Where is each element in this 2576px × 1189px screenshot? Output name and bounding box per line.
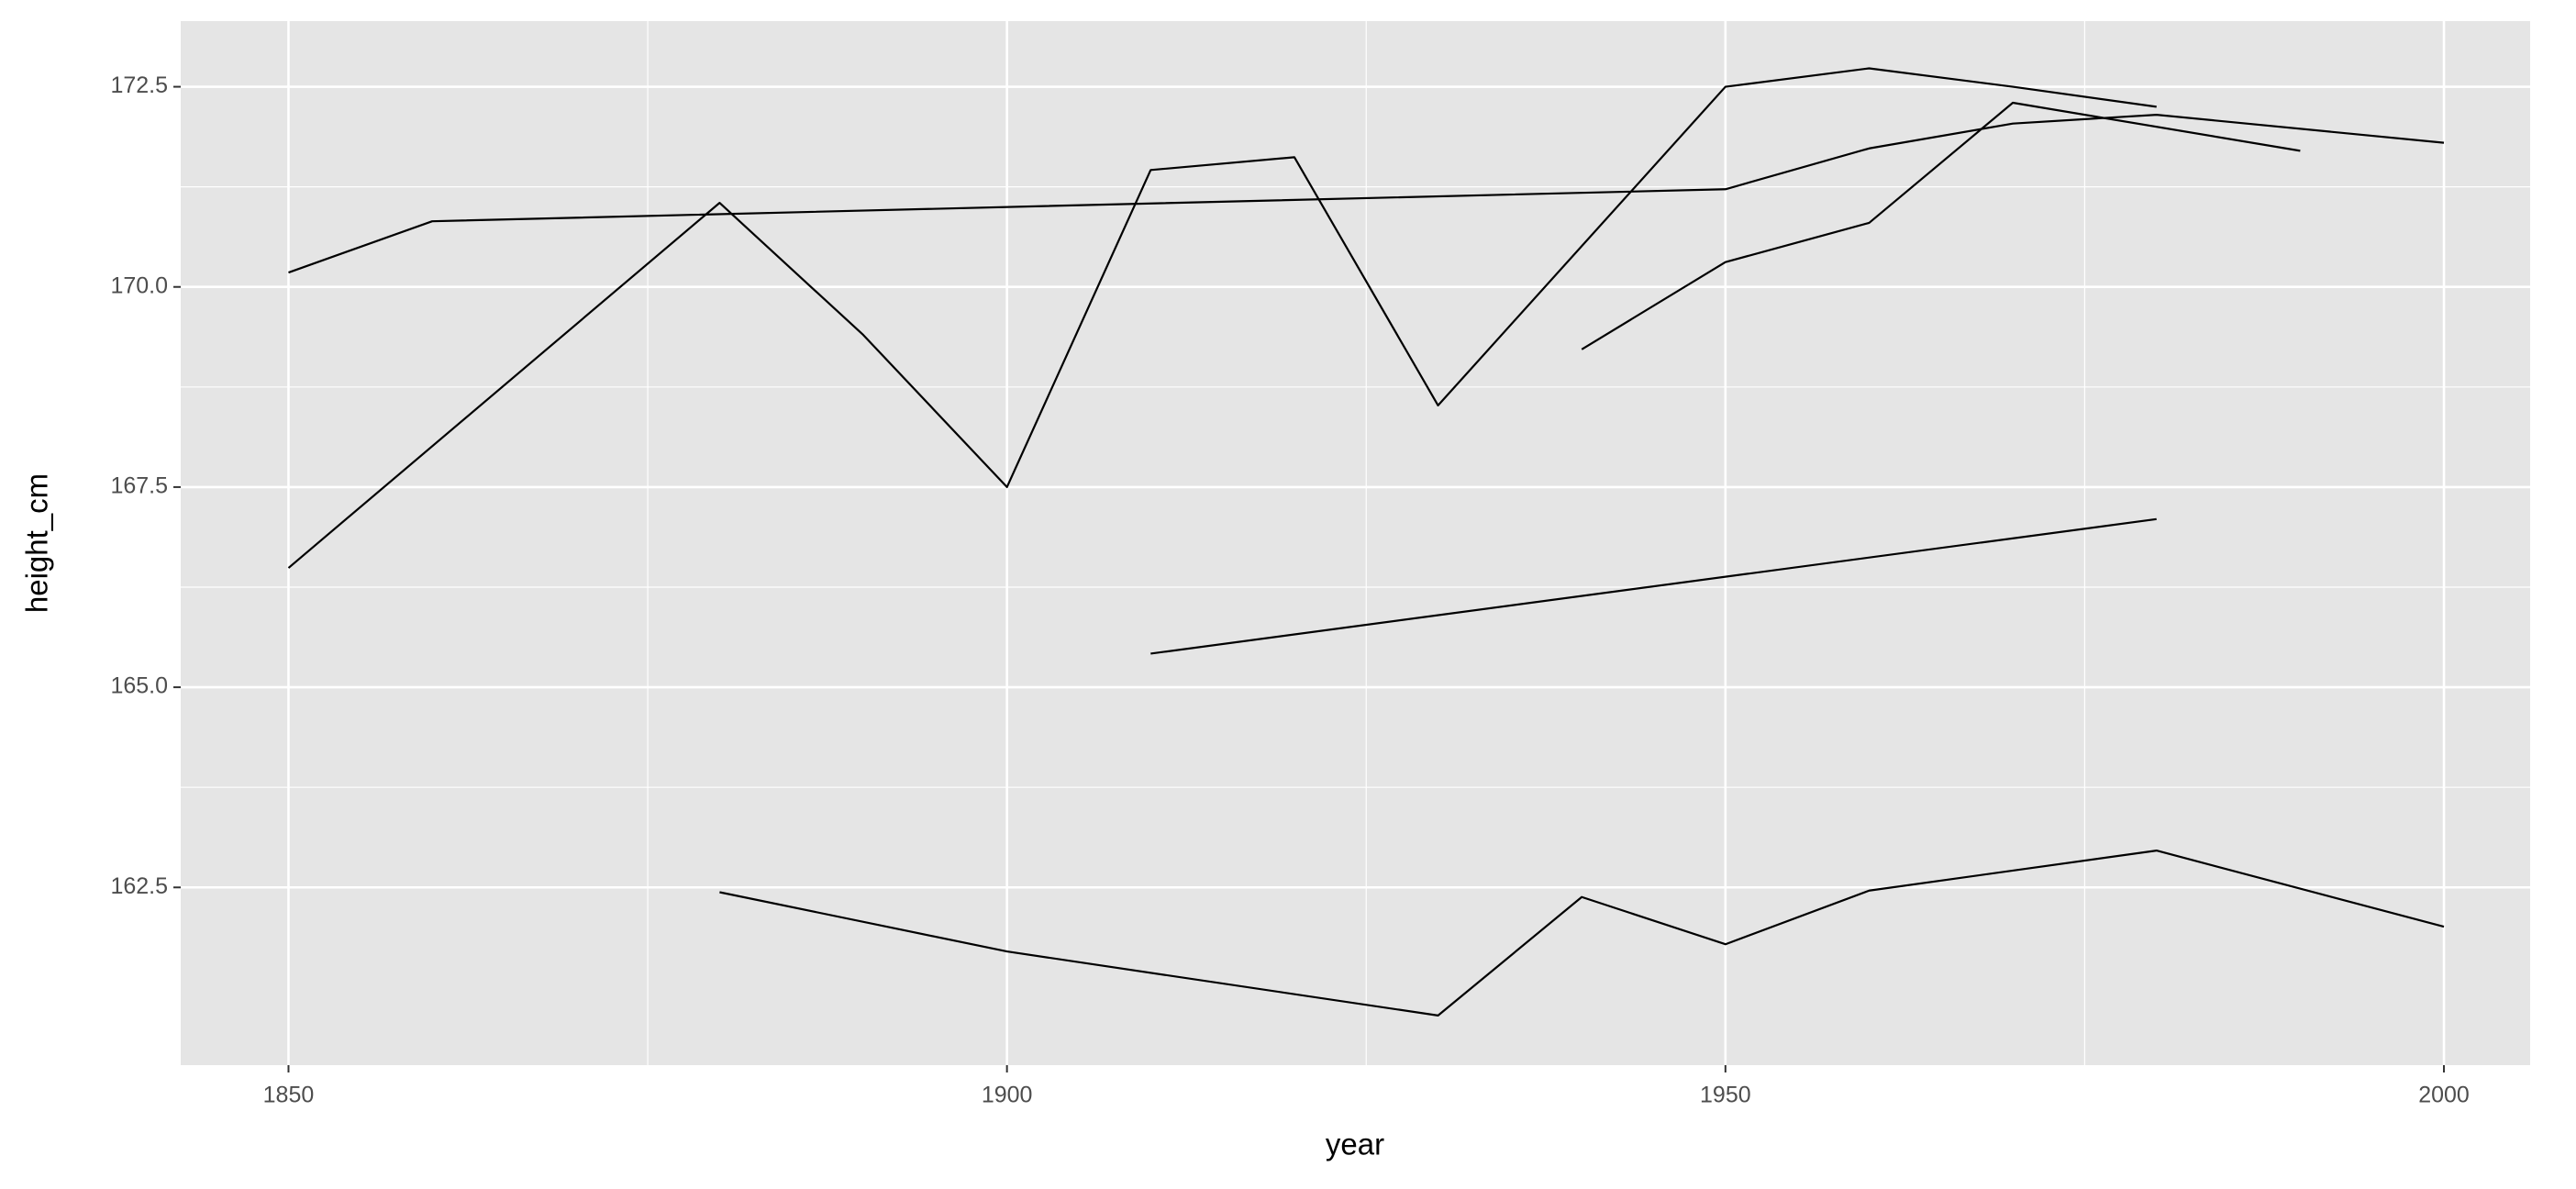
- y-tick-label: 162.5: [110, 873, 168, 899]
- y-tick-label: 165.0: [110, 673, 168, 699]
- line: [287, 67, 2157, 569]
- line: [1581, 101, 2301, 350]
- panel: [181, 21, 2530, 1065]
- y-tick-label: 170.0: [110, 272, 168, 298]
- x-tick-label: 1950: [1700, 1083, 1751, 1108]
- grid: [181, 21, 2530, 1065]
- x-tick-label: 1900: [982, 1083, 1033, 1108]
- marks: [287, 67, 2445, 1017]
- y-axis-title: height_cm: [20, 473, 54, 613]
- line: [719, 850, 2445, 1017]
- x-tick-label: 1850: [263, 1083, 315, 1108]
- x-tick-label: 2000: [2418, 1083, 2470, 1108]
- line: [1150, 517, 2157, 655]
- y-tick-label: 172.5: [110, 72, 168, 98]
- y-tick-label: 167.5: [110, 473, 168, 499]
- line: [288, 114, 2445, 274]
- x-axis-title: year: [1326, 1128, 1384, 1161]
